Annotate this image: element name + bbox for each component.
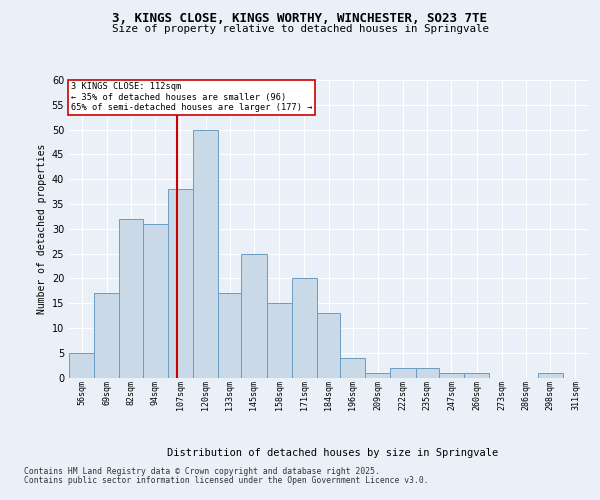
Bar xyxy=(119,219,143,378)
Y-axis label: Number of detached properties: Number of detached properties xyxy=(37,144,47,314)
Text: Size of property relative to detached houses in Springvale: Size of property relative to detached ho… xyxy=(112,24,488,34)
Text: Distribution of detached houses by size in Springvale: Distribution of detached houses by size … xyxy=(167,448,499,458)
Bar xyxy=(292,278,317,378)
Bar xyxy=(340,358,365,378)
Bar xyxy=(464,372,489,378)
Bar xyxy=(193,130,218,378)
Bar xyxy=(365,372,391,378)
Bar xyxy=(391,368,416,378)
Bar xyxy=(439,372,464,378)
Text: 3 KINGS CLOSE: 112sqm
← 35% of detached houses are smaller (96)
65% of semi-deta: 3 KINGS CLOSE: 112sqm ← 35% of detached … xyxy=(71,82,313,112)
Text: Contains public sector information licensed under the Open Government Licence v3: Contains public sector information licen… xyxy=(24,476,428,485)
Bar xyxy=(538,372,563,378)
Text: Contains HM Land Registry data © Crown copyright and database right 2025.: Contains HM Land Registry data © Crown c… xyxy=(24,467,380,476)
Bar xyxy=(94,293,119,378)
Text: 3, KINGS CLOSE, KINGS WORTHY, WINCHESTER, SO23 7TE: 3, KINGS CLOSE, KINGS WORTHY, WINCHESTER… xyxy=(113,12,487,26)
Bar xyxy=(69,352,94,378)
Bar xyxy=(416,368,439,378)
Bar xyxy=(266,303,292,378)
Bar xyxy=(168,189,193,378)
Bar xyxy=(143,224,168,378)
Bar xyxy=(241,254,266,378)
Bar xyxy=(317,313,340,378)
Bar xyxy=(218,293,241,378)
